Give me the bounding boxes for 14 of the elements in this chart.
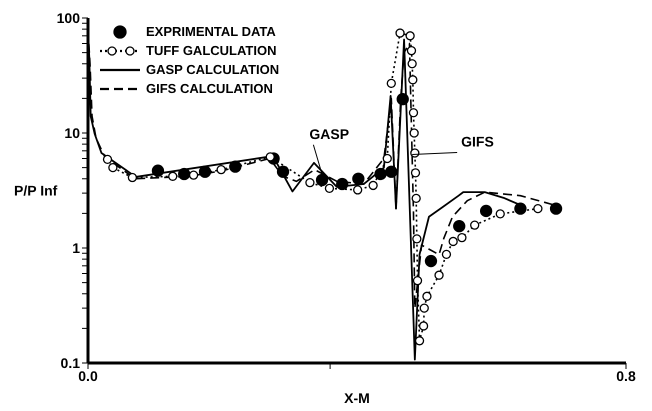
y-tick-label: 1: [72, 240, 80, 256]
legend-label: EXPRIMENTAL DATA: [146, 24, 276, 39]
y-tick-label: 0.1: [60, 354, 80, 371]
x-tick-label: 0.8: [616, 368, 636, 384]
legend-label: GIFS CALCULATION: [146, 81, 273, 96]
x-axis-title: X-M: [344, 390, 370, 406]
legend-label: TUFF GALCULATION: [146, 43, 276, 58]
y-axis-title: P/P Inf: [14, 182, 58, 198]
y-tick-label: 10: [64, 124, 80, 141]
x-tick-label: 0.0: [78, 368, 98, 384]
annotation: GASP: [309, 126, 350, 142]
y-tick-label: 100: [56, 10, 80, 26]
annotation: GIFS: [461, 134, 494, 150]
legend-label: GASP CALCULATION: [146, 62, 280, 77]
